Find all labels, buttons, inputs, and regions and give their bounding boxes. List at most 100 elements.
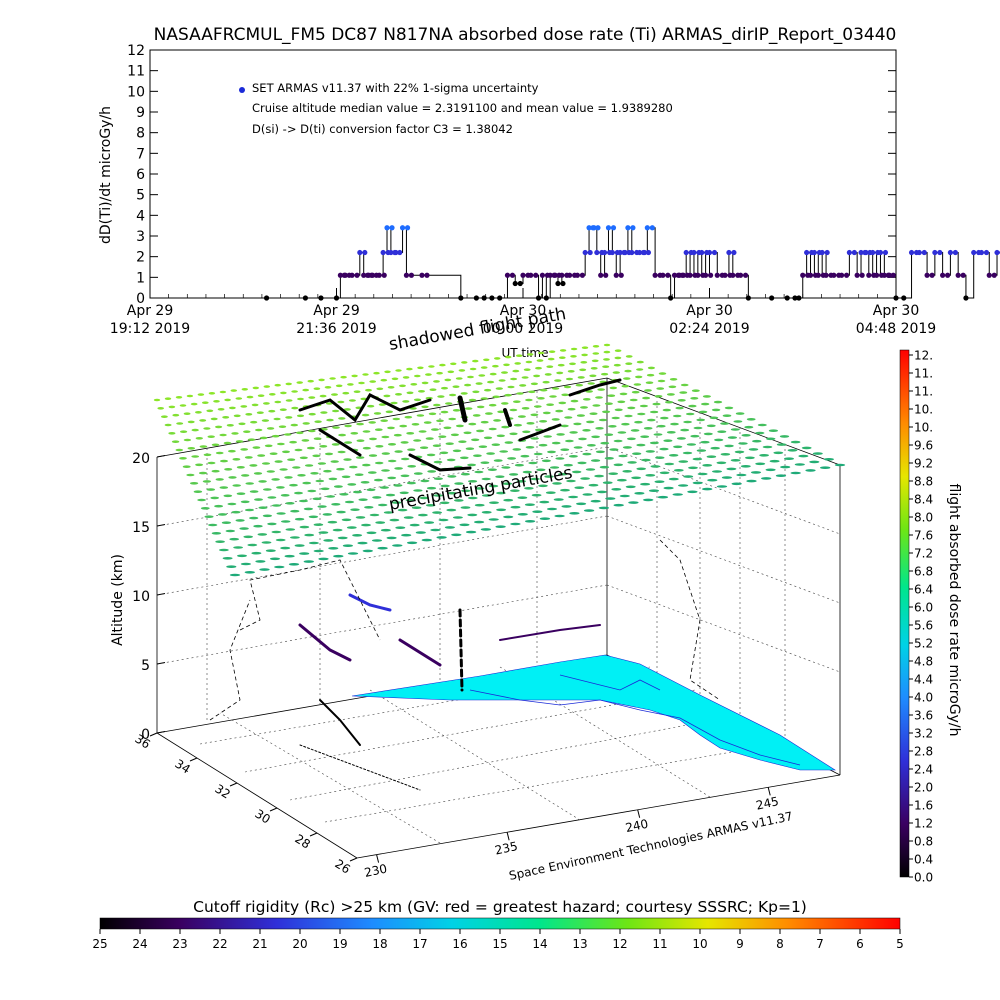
particle-mark [199,419,207,422]
particle-mark [203,453,212,457]
particle-mark [331,443,340,446]
particle-mark [377,503,388,507]
data-point [819,249,825,256]
data-point [844,272,850,278]
particle-mark [199,445,208,448]
data-point [665,272,671,278]
particle-mark [823,458,835,461]
particle-mark [306,446,315,450]
particle-mark [693,426,703,430]
particle-mark [164,423,172,427]
particle-mark [208,523,218,527]
particle-mark [577,461,587,465]
particle-mark [604,402,613,406]
particle-mark [330,460,339,463]
y-tick-label: 1 [136,270,145,286]
particle-mark [274,460,283,463]
particle-mark [522,470,532,474]
particle-mark [669,378,678,381]
particle-mark [406,391,414,395]
particle-mark [301,439,310,442]
particle-mark [444,378,452,382]
particle-mark [430,528,441,532]
particle-mark [533,374,541,378]
particle-mark [559,356,566,360]
particle-mark [179,457,187,460]
particle-mark [244,508,255,512]
particle-mark [569,431,578,434]
particle-mark [259,436,268,440]
particle-mark [621,384,630,388]
particle-mark [736,473,747,477]
particle-mark [308,396,316,399]
particle-mark [700,440,710,444]
particle-mark [582,429,591,432]
particle-mark [501,371,508,374]
particle-mark [229,406,236,410]
particle-mark [299,525,310,529]
data-point [726,249,732,256]
particle-mark [566,479,576,483]
particle-mark [542,380,550,384]
lon-tick [637,809,641,818]
particle-mark [437,395,445,398]
particle-mark [512,369,520,373]
particle-mark [224,468,233,471]
z-tick-label: 15 [132,520,150,536]
data-point [885,272,891,278]
particle-mark [524,503,535,507]
particle-mark [387,476,397,480]
y-tick-label: 2 [136,250,145,266]
particle-mark [411,423,420,426]
dose-tick-label: 10. [914,421,933,435]
particle-mark [612,371,620,374]
particle-mark [183,412,191,416]
particle-mark [545,491,556,495]
data-point [851,249,857,256]
particle-mark [645,381,654,385]
particle-mark [609,448,619,451]
particle-mark [439,363,446,367]
particle-mark [433,380,440,383]
particle-mark [208,392,216,395]
particle-mark [310,472,319,475]
particle-mark [604,457,614,460]
particle-mark [592,345,600,348]
particle-mark [232,484,241,487]
particle-mark [618,454,628,458]
particle-mark [274,383,281,387]
particle-mark [516,480,527,483]
particle-mark [375,521,386,524]
x-tick-label-date: Apr 30 [500,303,546,319]
particle-mark [294,544,305,547]
particle-mark [616,478,627,482]
dose-tick-label: 5.6 [914,619,933,633]
x-tick-label-date: Apr 29 [313,303,359,319]
particle-mark [496,508,507,512]
cutoff-colorbar-label: Cutoff rigidity (Rc) >25 km (GV: red = g… [193,898,807,916]
particle-mark [387,386,395,389]
particle-mark [560,424,569,428]
particle-mark [551,418,560,421]
lat-tick [309,832,318,837]
particle-mark [303,560,314,563]
y-tick-label: 10 [127,84,145,100]
data-point [675,272,682,278]
particle-mark [206,409,214,413]
particle-mark [538,443,548,447]
data-point [784,295,790,301]
particle-mark [773,451,784,455]
particle-mark [581,353,588,357]
particle-mark [186,394,194,398]
data-point [882,249,889,256]
particle-mark [448,417,457,421]
particle-mark [244,456,253,459]
particle-mark [459,523,470,527]
particle-mark [738,442,748,445]
particle-mark [481,511,492,514]
particle-mark [447,475,457,478]
particle-mark [532,510,543,513]
particle-mark [353,390,361,394]
particle-mark [383,394,391,398]
particle-mark [231,510,241,514]
